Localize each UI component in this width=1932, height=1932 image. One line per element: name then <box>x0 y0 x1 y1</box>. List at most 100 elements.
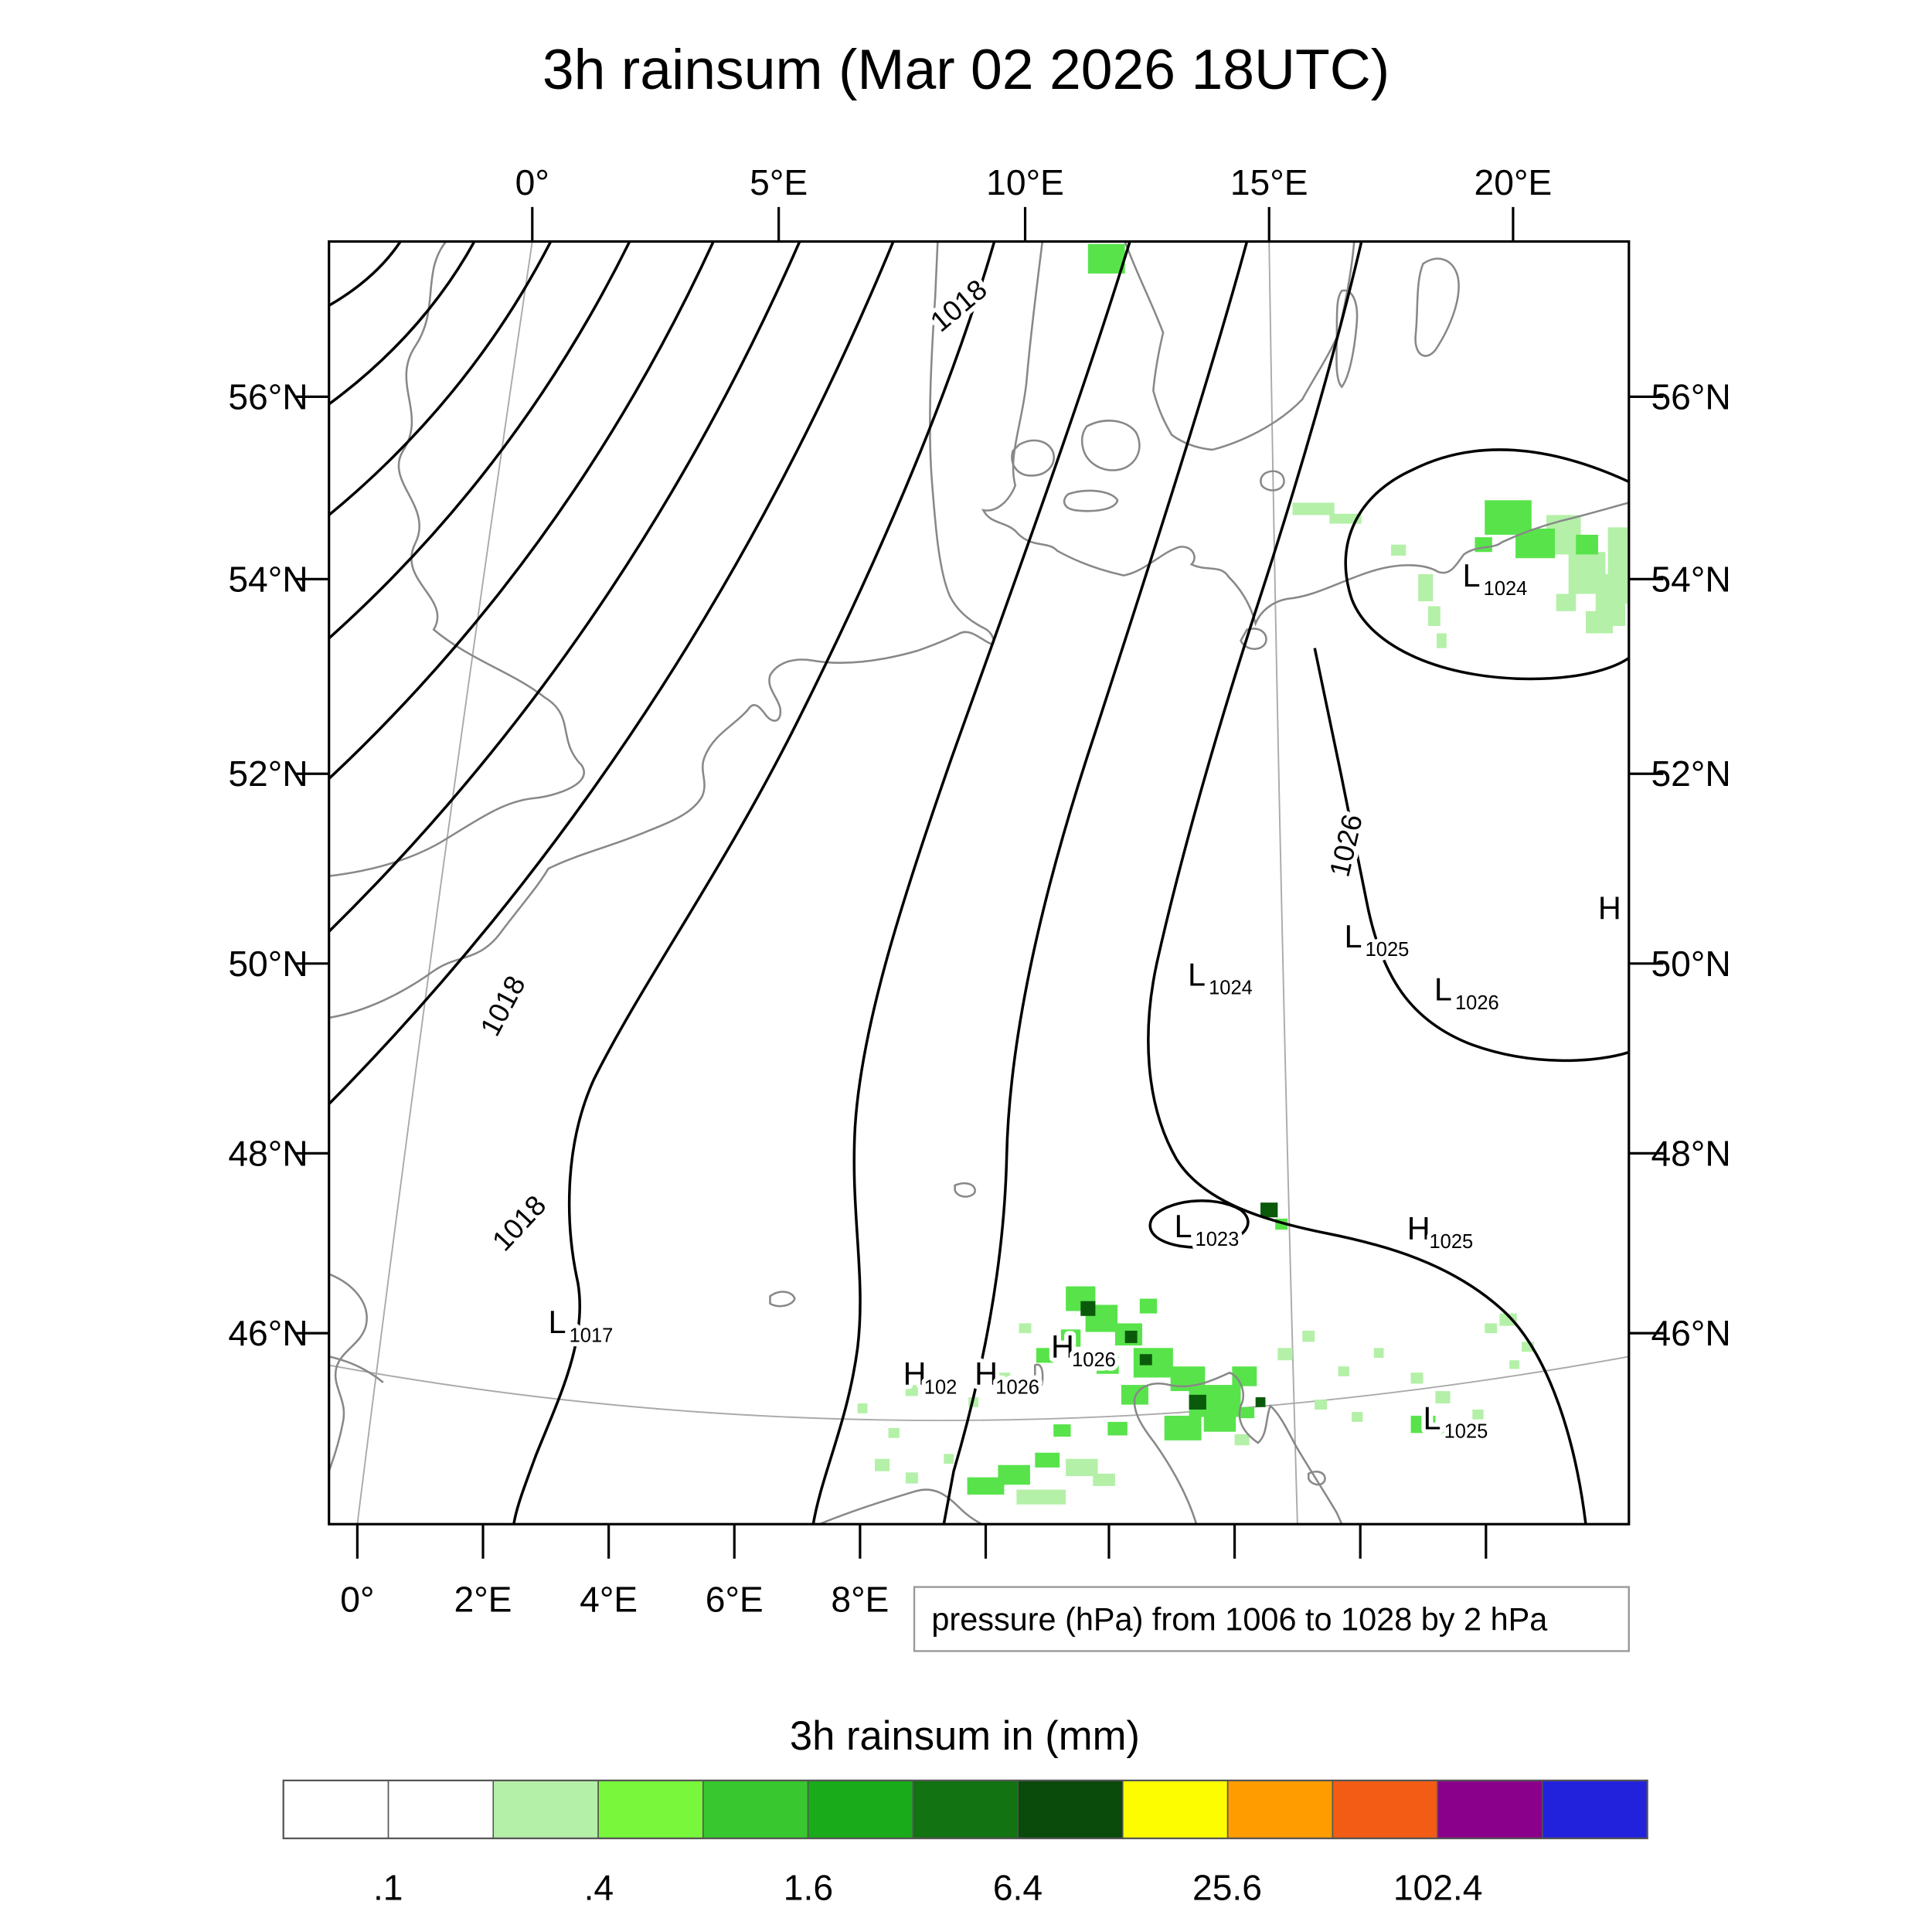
right-axis: 56°N 54°N 52°N 50°N 48°N 46°N <box>1628 376 1731 1353</box>
graticule <box>328 241 1629 1525</box>
pressure-center-value: 1025 <box>1366 939 1410 961</box>
pressure-center-symbol: L <box>1434 971 1452 1008</box>
bottom-tick-label: 6°E <box>706 1579 764 1619</box>
colorbar-tick-label: 1.6 <box>784 1868 833 1908</box>
colorbar-segment <box>1437 1780 1543 1839</box>
colorbar-tick-label: 102.4 <box>1393 1868 1483 1908</box>
pressure-center-value: 1026 <box>1072 1349 1116 1371</box>
pressure-center-symbol: L <box>1463 557 1481 594</box>
caption-text: pressure (hPa) from 1006 to 1028 by 2 hP… <box>931 1600 1548 1637</box>
right-tick-label: 46°N <box>1651 1313 1730 1353</box>
right-tick-label: 50°N <box>1651 944 1730 984</box>
right-tick-label: 52°N <box>1651 753 1730 794</box>
colorbar-segment <box>1542 1780 1648 1839</box>
colorbar-segment <box>387 1780 495 1839</box>
colorbar-frame <box>282 1779 1648 1839</box>
pressure-center-symbol: L <box>1344 918 1362 954</box>
bottom-tick-label: 4°E <box>580 1579 638 1619</box>
pressure-center-labels: L 1024 L 1024 L 1025 L 1026 H L 1023 H 1… <box>544 553 1626 1447</box>
colorbar-segment <box>1226 1780 1334 1839</box>
pressure-center-value: 1026 <box>995 1376 1039 1398</box>
colorbar: 3h rainsum in (mm) .1 .4 1.6 6.4 25.6 10… <box>282 1713 1648 1908</box>
top-tick-label: 5°E <box>750 162 808 202</box>
top-tick-label: 20°E <box>1475 162 1553 202</box>
pressure-center-symbol: H <box>1407 1210 1430 1247</box>
isobar-1018 <box>512 241 996 1525</box>
isobar-baltic-loop <box>1344 448 1629 681</box>
pressure-center-symbol: H <box>903 1355 927 1392</box>
colorbar-tick-label: 6.4 <box>993 1868 1043 1908</box>
pressure-center-value: 1025 <box>1429 1231 1473 1253</box>
coastlines <box>328 241 1629 1525</box>
contour-label-1018-mid: 1018 <box>474 971 531 1041</box>
isobar-1022 <box>942 241 1249 1525</box>
pressure-center-value: 1026 <box>1455 992 1499 1014</box>
page-title: 3h rainsum (Mar 02 2026 18UTC) <box>543 38 1389 101</box>
pressure-center-value: 1017 <box>570 1325 614 1346</box>
bottom-tick-label: 2°E <box>454 1579 512 1619</box>
pressure-center-symbol: H <box>1598 889 1621 926</box>
pressure-center-value: 1023 <box>1196 1229 1240 1250</box>
pressure-center-value: 102 <box>924 1376 957 1398</box>
colorbar-segment <box>1017 1780 1124 1839</box>
right-tick-label: 54°N <box>1651 559 1730 599</box>
top-tick-label: 10°E <box>986 162 1064 202</box>
colorbar-title: 3h rainsum in (mm) <box>790 1713 1140 1759</box>
colorbar-segment <box>1332 1780 1438 1839</box>
rain-shading-dark <box>1080 1202 1278 1410</box>
colorbar-segment <box>282 1780 389 1839</box>
colorbar-segment <box>1122 1780 1229 1839</box>
pressure-center-symbol: L <box>1423 1400 1441 1436</box>
caption-box <box>913 1586 1630 1652</box>
coast-adriatic <box>1133 1371 1343 1525</box>
right-axis-ticks <box>1628 395 1664 1335</box>
pressure-center-symbol: L <box>549 1304 566 1340</box>
rain-shading-bright <box>967 243 1598 1495</box>
pressure-center-symbol: L <box>1174 1208 1192 1244</box>
rain-shading-light <box>857 502 1628 1505</box>
coast-biscay <box>328 1273 384 1472</box>
top-axis: 0° 5°E 10°E 15°E 20°E <box>515 162 1553 242</box>
coast-liguria <box>818 1488 983 1525</box>
map-frame <box>328 240 1631 1526</box>
left-axis-ticks <box>294 395 329 1335</box>
coast-continent-west <box>328 241 995 1019</box>
top-tick-label: 15°E <box>1230 162 1308 202</box>
pressure-center-symbol: H <box>975 1355 998 1392</box>
top-axis-ticks <box>531 206 1515 242</box>
pressure-caption: pressure (hPa) from 1006 to 1028 by 2 hP… <box>913 1586 1630 1652</box>
colorbar-tick-label: 25.6 <box>1192 1868 1262 1908</box>
right-tick-label: 48°N <box>1651 1133 1730 1173</box>
isobar-1023-loop <box>1148 1199 1250 1249</box>
bottom-tick-label: 8°E <box>831 1579 889 1619</box>
right-tick-label: 56°N <box>1651 376 1730 417</box>
left-axis: 56°N 54°N 52°N 50°N 48°N 46°N <box>228 376 329 1353</box>
colorbar-segment <box>597 1780 704 1839</box>
colorbar-tick-label: .1 <box>373 1868 403 1908</box>
coast-baltic-south <box>981 241 1629 627</box>
bottom-tick-label: 0° <box>340 1579 374 1619</box>
colorbar-segment <box>912 1780 1019 1839</box>
contour-label-1026: 1026 <box>1324 811 1369 880</box>
pressure-center-symbol: H <box>1051 1328 1074 1365</box>
colorbar-segment <box>702 1780 809 1839</box>
contour-label-1018-low: 1018 <box>486 1189 553 1257</box>
isobar-fan <box>328 241 895 1105</box>
pressure-isobars <box>328 241 1629 1525</box>
map-panel: 1018 1018 1018 1026 L 1024 L 1024 L 1025… <box>328 240 1631 1526</box>
isobar-1020 <box>811 241 1131 1525</box>
pressure-center-value: 1025 <box>1444 1421 1488 1443</box>
pressure-center-value: 1024 <box>1209 978 1253 999</box>
bottom-axis-ticks <box>355 1524 1488 1559</box>
colorbar-tick-label: .4 <box>584 1868 614 1908</box>
isobar-1026 <box>1313 648 1629 1063</box>
top-tick-label: 0° <box>515 162 549 202</box>
pressure-center-symbol: L <box>1188 957 1206 993</box>
pressure-center-value: 1024 <box>1484 578 1528 600</box>
isobar-1024 <box>1147 241 1587 1525</box>
coast-britain <box>328 241 585 877</box>
coast-islands-lakes <box>769 257 1460 1390</box>
colorbar-segment <box>807 1780 914 1839</box>
